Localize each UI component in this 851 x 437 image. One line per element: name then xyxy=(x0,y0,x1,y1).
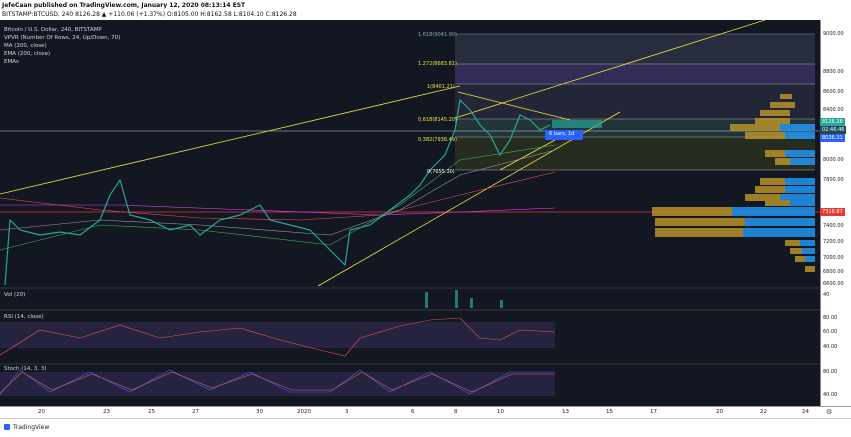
time-tick: 15 xyxy=(606,409,613,415)
time-tick: 17 xyxy=(650,409,657,415)
time-tick: 23 xyxy=(103,409,110,415)
symbol-info: BITSTAMP:BTCUSD, 240 8126.28 ▲ +110.06 (… xyxy=(2,11,297,18)
chart-drawing xyxy=(0,20,820,396)
time-tick: 25 xyxy=(148,409,155,415)
chart-header: JefeCaan published on TradingView.com, J… xyxy=(0,0,851,20)
fib-label-0: 0(7655.30) xyxy=(427,169,455,175)
time-axis[interactable]: 20 23 25 27 30 2020 3 6 8 10 13 15 17 20… xyxy=(0,406,851,419)
legend-vpvr: VPVR (Number Of Rows, 24, Up/Down, 70) xyxy=(4,35,121,41)
countdown-tag: 02:46:46 xyxy=(820,126,847,134)
rsi-tick: 80.00 xyxy=(823,315,838,321)
price-tick: 7800.00 xyxy=(823,177,844,183)
time-tick: 20 xyxy=(38,409,45,415)
brand-name: TradingView xyxy=(13,424,50,431)
footer: TradingView xyxy=(0,418,851,437)
rsi-tick: 60.00 xyxy=(823,329,838,335)
fib-label-1272: 1.272(8683.81) xyxy=(418,61,457,67)
legend-emas: EMAs xyxy=(4,59,19,65)
price-tick: 8000.00 xyxy=(823,157,844,163)
tradingview-logo-icon xyxy=(4,424,10,430)
chart-canvas[interactable] xyxy=(0,20,820,406)
legend-ma: MA (200, close) xyxy=(4,43,47,49)
stoch-pane-title: Stoch (14, 3, 3) xyxy=(4,366,47,372)
price-tick: 6800.00 xyxy=(823,269,844,275)
rsi-tick: 40.00 xyxy=(823,344,838,350)
time-tick: 20 xyxy=(716,409,723,415)
publish-info: JefeCaan published on TradingView.com, J… xyxy=(2,2,246,9)
current-price-tag: 8126.28 xyxy=(820,118,845,126)
time-tick: 22 xyxy=(760,409,767,415)
fib-label-0382: 0.382(7938.49) xyxy=(418,137,457,143)
legend-ema: EMA (200, close) xyxy=(4,51,51,57)
fib-label-0618: 0.618(8145.20) xyxy=(418,117,457,123)
price-tick: 8600.00 xyxy=(823,89,844,95)
price-tick: 8400.00 xyxy=(823,107,844,113)
time-tick: 13 xyxy=(562,409,569,415)
rsi-pane-title: RSI (14, close) xyxy=(4,314,44,320)
poc-price-tag: 7316.87 xyxy=(820,208,845,216)
stoch-tick: 40.00 xyxy=(823,392,838,398)
vol-tick: 40 xyxy=(823,292,830,298)
range-tooltip: 6 bars, 1d xyxy=(549,131,575,137)
legend-title: Bitcoin / U.S. Dollar, 240, BITSTAMP xyxy=(4,27,102,33)
time-tick: 27 xyxy=(192,409,199,415)
price-tick: 8800.00 xyxy=(823,69,844,75)
vol-pane-title: Vol (20) xyxy=(4,292,26,298)
price-tick: 6600.00 xyxy=(823,281,844,287)
price-tick: 7200.00 xyxy=(823,239,844,245)
indicator-legend: Bitcoin / U.S. Dollar, 240, BITSTAMP VPV… xyxy=(4,26,120,66)
time-tick: 2020 xyxy=(297,409,311,415)
price-tick: 7400.00 xyxy=(823,223,844,229)
time-tick: 8 xyxy=(454,409,458,415)
time-tick: 3 xyxy=(345,409,349,415)
fib-label-1: 1(8401.21) xyxy=(427,84,455,90)
fib-label-1618: 1.618(9041.90) xyxy=(418,32,457,38)
level-price-tag: 8036.31 xyxy=(820,134,845,142)
time-tick: 30 xyxy=(256,409,263,415)
price-tick: 9000.00 xyxy=(823,31,844,37)
time-tick: 24 xyxy=(802,409,809,415)
time-tick: 10 xyxy=(497,409,504,415)
stoch-tick: 80.00 xyxy=(823,369,838,375)
settings-icon[interactable]: ⚙ xyxy=(826,408,833,416)
price-tick: 7000.00 xyxy=(823,255,844,261)
time-tick: 6 xyxy=(411,409,415,415)
